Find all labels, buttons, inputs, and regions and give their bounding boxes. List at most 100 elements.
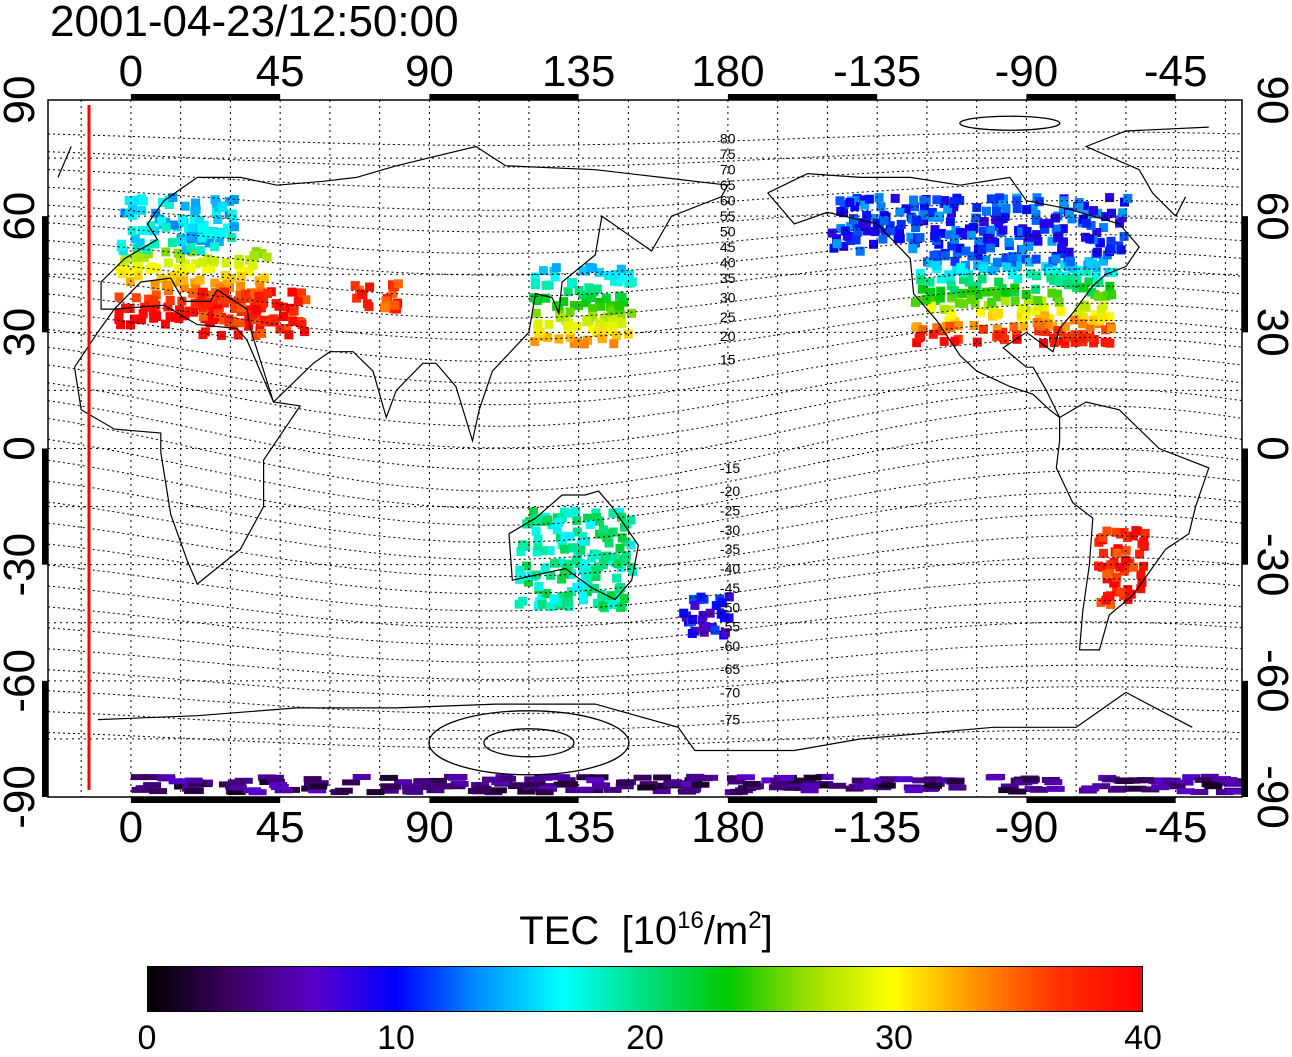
tec-cell	[934, 211, 944, 221]
tec-cell	[235, 290, 245, 300]
tec-cell	[1129, 562, 1139, 572]
tec-cell	[966, 294, 976, 304]
lat-tick-left: 0	[0, 436, 44, 460]
tec-cell	[150, 239, 160, 249]
tec-cell	[543, 332, 553, 342]
coastline-australia	[508, 490, 640, 601]
tec-cell	[616, 602, 625, 612]
tec-cell	[1119, 231, 1129, 241]
tec-cell	[1151, 784, 1170, 791]
tec-cell	[724, 592, 734, 602]
tec-region-central-asia	[350, 279, 403, 314]
contour-line	[48, 491, 1242, 561]
tec-cell	[839, 241, 849, 251]
tec-cell	[1069, 274, 1079, 284]
tec-cell	[152, 312, 162, 321]
tec-cell	[259, 273, 269, 283]
tec-cell	[679, 608, 689, 618]
tec-cell	[125, 266, 135, 276]
tec-cell	[948, 784, 967, 791]
tec-cell	[615, 543, 625, 553]
tec-cell	[549, 594, 559, 604]
contour-label: 80	[720, 131, 736, 147]
tec-cell	[1200, 773, 1219, 780]
tec-cell	[610, 553, 620, 563]
tec-cell	[289, 306, 299, 316]
tec-cell	[1099, 223, 1109, 233]
tec-cell	[770, 778, 789, 785]
tec-cell	[568, 543, 578, 553]
tec-cell	[263, 289, 272, 298]
tec-cell	[1148, 778, 1167, 785]
tec-cell	[947, 241, 957, 251]
tec-cell	[1046, 785, 1065, 792]
lon-tick-top: 90	[405, 47, 454, 96]
tec-cell	[598, 601, 608, 611]
tec-cell	[1021, 290, 1031, 299]
tec-cell	[1100, 337, 1110, 347]
tec-cell	[220, 287, 230, 297]
tec-cell	[576, 774, 595, 781]
tec-cell	[149, 295, 159, 305]
contour-label: 45	[720, 239, 736, 255]
tec-cell	[197, 257, 207, 267]
tec-cell	[1115, 778, 1134, 784]
tec-cell	[541, 293, 551, 303]
tec-cell	[893, 234, 903, 244]
tec-cell	[909, 195, 919, 205]
tec-cell	[255, 282, 265, 292]
tec-cell	[1099, 256, 1108, 266]
tec-cell	[608, 600, 617, 610]
tec-cell	[603, 786, 622, 793]
tec-cell	[301, 295, 311, 305]
contour-line	[48, 578, 1242, 629]
tec-cell	[552, 513, 562, 523]
tec-cell	[1023, 295, 1033, 305]
tec-cell	[608, 321, 618, 331]
tec-cell	[212, 207, 221, 217]
tec-cell	[129, 314, 139, 324]
tec-cell	[151, 290, 161, 300]
tec-cell	[234, 259, 244, 269]
tec-cell	[137, 225, 147, 235]
tec-cell	[627, 277, 637, 287]
tec-cell	[986, 194, 996, 204]
tec-cell	[413, 778, 432, 785]
tec-cell	[784, 781, 803, 788]
tec-cell	[1045, 314, 1055, 324]
tec-cell	[1040, 311, 1050, 321]
tec-cell	[236, 281, 246, 291]
tec-cell	[592, 550, 602, 560]
tec-cell	[1017, 304, 1027, 314]
frame-bar-top	[727, 94, 878, 100]
contour-label: 35	[720, 270, 736, 286]
tec-cell	[653, 774, 672, 781]
colorbar-tick-label: 10	[377, 1019, 415, 1057]
tec-cell	[936, 286, 946, 296]
tec-cell	[1051, 224, 1061, 234]
tec-cell	[1190, 789, 1209, 795]
tec-cell	[243, 787, 262, 794]
tec-cell	[591, 508, 601, 518]
tec-cell	[1094, 561, 1103, 571]
tec-cell	[928, 329, 938, 339]
tec-cell	[850, 202, 860, 212]
tec-cell	[964, 224, 974, 234]
tec-cell	[1008, 270, 1018, 280]
contour-label: 30	[720, 289, 736, 305]
tec-cell	[1082, 267, 1092, 277]
tec-cell	[946, 281, 956, 291]
tec-cell	[210, 242, 220, 252]
tec-cell	[533, 534, 543, 544]
tec-cell	[581, 578, 591, 587]
tec-cell	[270, 784, 289, 790]
tec-cell	[135, 238, 145, 248]
tec-cell	[1093, 314, 1102, 324]
contour-label: -50	[720, 599, 740, 615]
tec-cell	[557, 513, 567, 523]
tec-cell	[1028, 204, 1038, 214]
contour-label: -15	[720, 460, 740, 476]
tec-cell	[145, 264, 155, 274]
contour-label: -75	[720, 712, 740, 728]
tec-cell	[973, 251, 983, 261]
